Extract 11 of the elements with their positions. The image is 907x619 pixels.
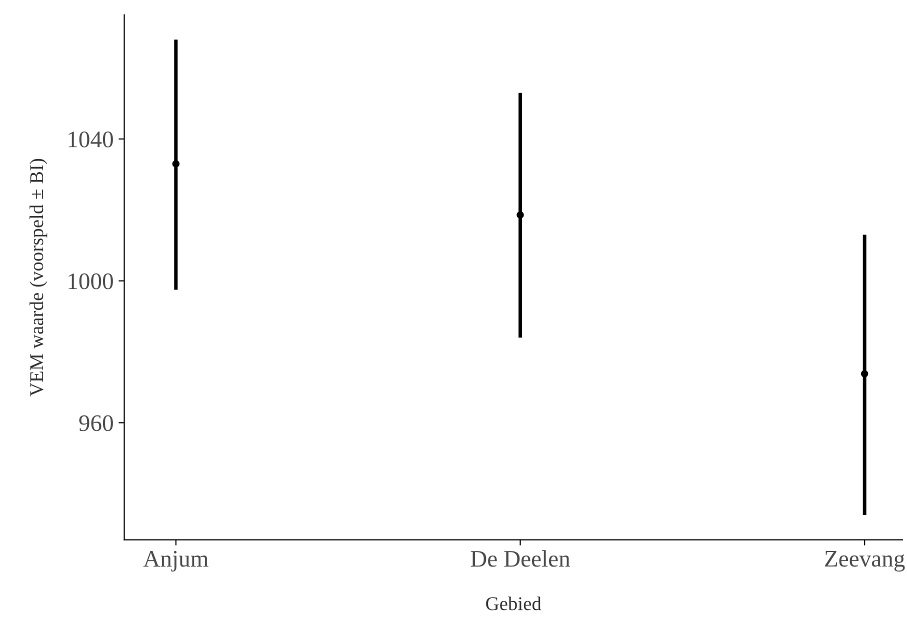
y-tick-label: 1040 xyxy=(68,131,113,148)
y-axis-title: VEM waarde (voorspeld ± BI) xyxy=(30,158,48,396)
y-tick-label: 1000 xyxy=(68,273,113,290)
x-tick-label: Anjum xyxy=(143,550,208,572)
point xyxy=(860,370,868,378)
x-axis-title: Gebied xyxy=(486,596,542,610)
y-tick-label: 960 xyxy=(79,415,113,432)
point xyxy=(516,211,524,219)
x-tick-label: Zeevang xyxy=(825,551,905,572)
x-tick-label: De Deelen xyxy=(470,550,570,567)
point xyxy=(172,160,180,168)
